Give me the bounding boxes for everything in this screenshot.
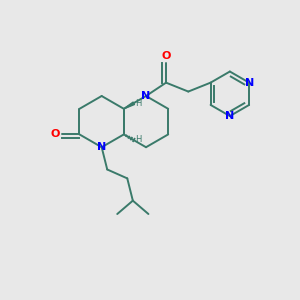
Text: O: O <box>50 129 60 140</box>
Text: O: O <box>161 51 171 61</box>
Text: N: N <box>244 78 254 88</box>
Text: N: N <box>97 142 106 152</box>
Text: N: N <box>225 111 235 121</box>
Text: H: H <box>135 99 142 108</box>
Text: H: H <box>135 136 142 145</box>
Polygon shape <box>124 102 134 109</box>
Text: N: N <box>141 91 151 101</box>
